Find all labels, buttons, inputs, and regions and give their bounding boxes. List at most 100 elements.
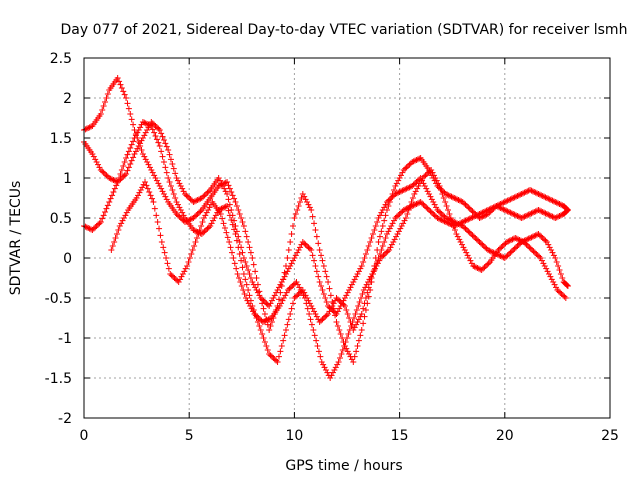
data-point [378, 209, 385, 216]
data-point [510, 195, 517, 201]
data-point [500, 199, 507, 206]
data-point [501, 255, 508, 261]
data-point [413, 157, 420, 163]
data-point [383, 231, 390, 237]
data-point [353, 348, 360, 355]
data-point [536, 253, 543, 260]
data-point [171, 275, 178, 281]
data-point [395, 189, 402, 196]
data-point [362, 284, 369, 291]
data-point [316, 319, 323, 325]
data-point [118, 167, 125, 173]
data-point [304, 199, 311, 205]
data-point [291, 215, 298, 221]
data-point [135, 127, 142, 133]
data-point [365, 243, 372, 249]
data-point [560, 292, 567, 299]
data-point [541, 193, 548, 200]
data-point [218, 180, 225, 187]
data-point [318, 359, 325, 365]
data-point [564, 282, 571, 289]
data-point [327, 305, 334, 312]
data-point [355, 316, 362, 323]
data-point [374, 260, 381, 267]
data-point [109, 176, 116, 183]
data-point [391, 236, 398, 243]
data-point [327, 292, 334, 299]
data-point [146, 189, 153, 195]
data-point [406, 204, 413, 211]
data-point [86, 124, 93, 131]
data-point [88, 123, 95, 130]
data-point [118, 85, 125, 91]
data-point [280, 295, 287, 301]
data-point [301, 295, 308, 301]
data-point [386, 225, 393, 232]
data-point [334, 323, 341, 329]
data-point [127, 111, 134, 117]
data-point [441, 218, 448, 225]
data-point [117, 176, 124, 183]
data-point [400, 187, 407, 193]
x-tick-label: 0 [80, 428, 89, 444]
data-point [104, 202, 111, 209]
data-point [236, 211, 243, 217]
data-point [339, 347, 346, 353]
data-point [85, 225, 92, 231]
data-point [289, 223, 296, 229]
data-point [406, 161, 413, 168]
data-point [120, 88, 127, 95]
data-point [240, 287, 247, 293]
data-point [313, 268, 320, 275]
data-point [337, 299, 344, 305]
data-point [275, 296, 282, 303]
data-point [542, 194, 549, 201]
data-point [225, 182, 232, 189]
data-point [489, 205, 496, 211]
data-point [507, 209, 514, 216]
data-point [315, 273, 322, 280]
data-point [285, 265, 292, 272]
data-point [287, 263, 294, 269]
data-point [537, 255, 544, 261]
data-point [173, 199, 180, 205]
data-point [141, 119, 148, 126]
x-tick-label: 15 [391, 428, 409, 444]
data-point [326, 308, 333, 315]
data-point [383, 199, 390, 205]
data-point [314, 343, 321, 349]
data-point [248, 305, 255, 312]
data-point [276, 303, 283, 309]
data-point [273, 357, 280, 364]
data-point [334, 296, 341, 303]
data-point [455, 197, 462, 203]
data-point [428, 167, 435, 173]
data-point [409, 159, 416, 165]
data-point [166, 179, 173, 185]
data-point [379, 253, 386, 260]
data-point [160, 191, 167, 197]
data-point [531, 249, 538, 256]
data-point [177, 276, 184, 283]
data-point [323, 273, 330, 280]
data-point [166, 151, 173, 158]
data-point [89, 227, 96, 233]
data-point [194, 211, 201, 217]
data-point [318, 317, 325, 324]
data-point [303, 300, 310, 307]
data-point [430, 172, 437, 179]
data-point [144, 121, 151, 127]
data-point [339, 300, 346, 307]
data-point [234, 271, 241, 277]
data-point [505, 238, 512, 245]
data-point [206, 204, 213, 211]
data-point [181, 191, 188, 197]
data-point [115, 227, 122, 233]
data-point [540, 260, 547, 267]
data-point [145, 161, 152, 168]
data-point [445, 220, 452, 227]
data-point [382, 201, 389, 208]
data-point [390, 187, 397, 193]
data-point [413, 179, 420, 185]
data-point [141, 132, 148, 139]
